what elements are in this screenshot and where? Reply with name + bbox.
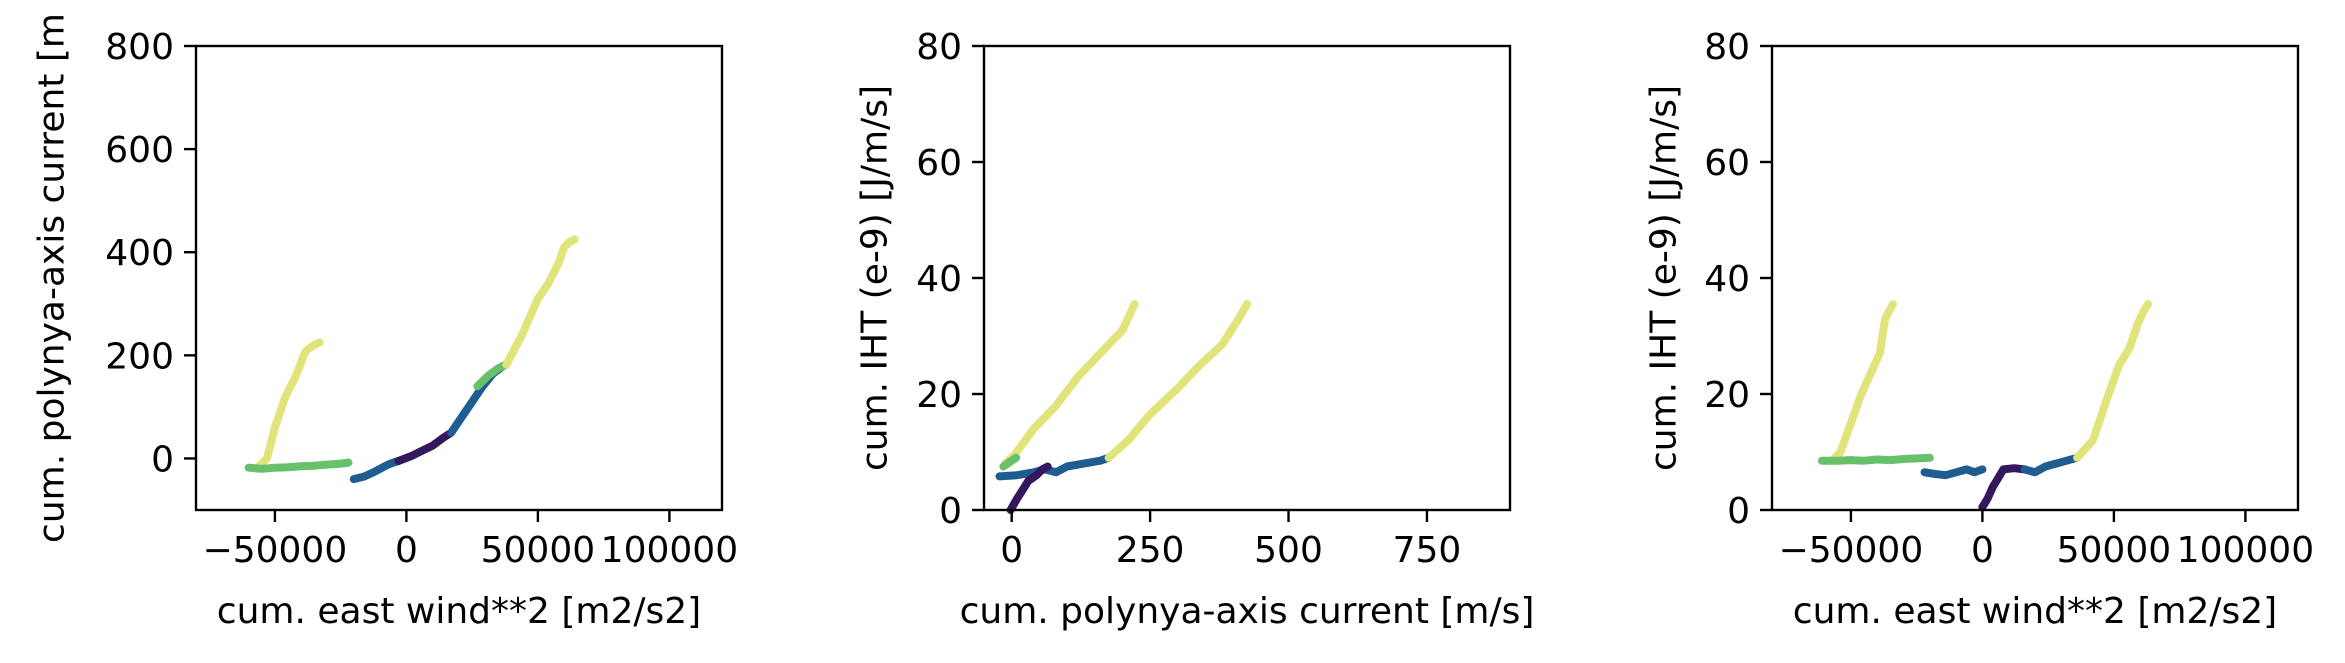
series-line-4 [2020, 453, 2082, 477]
series-line-6 [502, 235, 579, 369]
series-line-1 [244, 458, 353, 473]
y-tick-label: 0 [151, 439, 174, 480]
series-line-2 [1920, 465, 1987, 480]
y-tick-label: 40 [916, 259, 962, 300]
series-line-3 [1006, 462, 1052, 514]
x-axis-label: cum. polynya-axis current [m/s] [960, 591, 1535, 632]
x-tick-label: 100000 [2177, 530, 2314, 571]
x-tick-label: 500 [1254, 530, 1323, 571]
series-line-0 [1828, 300, 1897, 465]
x-tick-label: 100000 [601, 530, 738, 571]
series-group [1818, 300, 2153, 512]
x-tick-label: 0 [1000, 530, 1023, 571]
y-tick-label: 600 [105, 130, 174, 171]
series-line-1 [1818, 453, 1934, 465]
y-tick-label: 60 [1704, 143, 1750, 184]
y-axis-label: cum. polynya-axis current [m [32, 13, 73, 543]
x-tick-label: 0 [395, 530, 418, 571]
ticks: −50000 0 50000 100000 0 200 400 600 800 [105, 27, 738, 571]
x-tick-label: −50000 [203, 530, 348, 571]
x-tick-label: 250 [1116, 530, 1185, 571]
ticks: 0 250 500 750 0 20 40 60 80 [916, 27, 1461, 571]
x-axis-label: cum. east wind**2 [m2/s2] [217, 591, 701, 632]
x-tick-label: 50000 [2057, 530, 2172, 571]
series-line-2 [995, 453, 1113, 481]
y-tick-label: 0 [1727, 491, 1750, 532]
plot-frame [194, 44, 724, 512]
panel-right: −50000 0 50000 100000 0 20 40 60 80 cum. east wi… [1644, 27, 2315, 632]
y-tick-label: 400 [105, 233, 174, 274]
y-tick-label: 800 [105, 27, 174, 68]
y-tick-label: 80 [1704, 27, 1750, 68]
series-line-1 [999, 453, 1021, 471]
series-line-2 [349, 457, 403, 484]
series-line-3 [1978, 464, 2029, 512]
x-axis-label: cum. east wind**2 [m2/s2] [1793, 591, 2277, 632]
series-line-0 [1001, 300, 1139, 468]
panel-middle: 0 250 500 750 0 20 40 60 80 cum. polynya-axis cu… [855, 27, 1535, 632]
x-tick-label: 750 [1393, 530, 1462, 571]
x-tick-label: 50000 [481, 530, 596, 571]
series-line-4 [1104, 300, 1251, 462]
y-tick-label: 80 [916, 27, 962, 68]
series-group [995, 300, 1251, 514]
x-tick-label: −50000 [1779, 530, 1924, 571]
series-line-3 [394, 428, 456, 465]
y-tick-label: 0 [939, 491, 962, 532]
ticks: −50000 0 50000 100000 0 20 40 60 80 [1704, 27, 2314, 571]
series-line-5 [2073, 300, 2153, 462]
y-tick-label: 60 [916, 143, 962, 184]
y-axis-label: cum. IHT (e-9) [J/m/s] [1644, 85, 1685, 471]
y-tick-label: 40 [1704, 259, 1750, 300]
series-line-0 [252, 338, 324, 473]
series-line-5 [473, 360, 511, 391]
panel-left: −50000 0 50000 100000 0 200 400 600 800 cum. eas… [32, 13, 739, 632]
y-tick-label: 20 [916, 375, 962, 416]
y-tick-label: 20 [1704, 375, 1750, 416]
y-tick-label: 200 [105, 336, 174, 377]
y-axis-label: cum. IHT (e-9) [J/m/s] [855, 85, 896, 471]
series-group [244, 235, 579, 484]
x-tick-label: 0 [1971, 530, 1994, 571]
